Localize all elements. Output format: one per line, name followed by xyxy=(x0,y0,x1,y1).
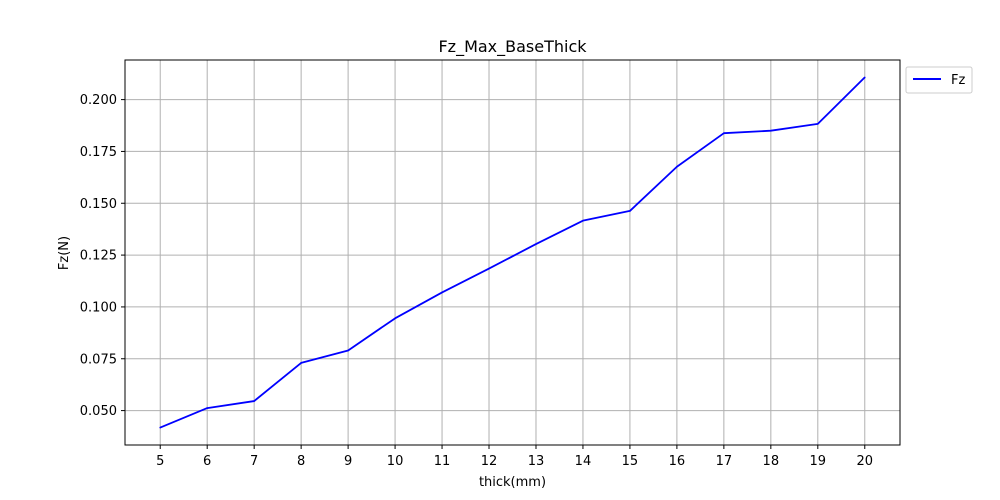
y-axis-label: Fz(N) xyxy=(57,236,72,270)
data-point xyxy=(347,349,349,352)
x-tick-label: 13 xyxy=(528,454,545,469)
plot-frame xyxy=(124,59,901,446)
data-point xyxy=(206,407,208,409)
data-point xyxy=(723,132,725,134)
y-tick-label: 0.175 xyxy=(80,145,117,160)
x-tick-label: 12 xyxy=(481,454,498,469)
x-tick-label: 19 xyxy=(810,454,827,469)
data-point xyxy=(488,267,490,270)
y-tick-label: 0.200 xyxy=(80,93,117,108)
data-point xyxy=(770,129,772,132)
data-point xyxy=(582,219,584,222)
y-tick-label: 0.075 xyxy=(80,352,117,367)
x-axis-ticks: 5 6 7 8 9 10 11 12 13 14 15 16 17 18 19 20 xyxy=(156,445,873,469)
x-tick-label: 16 xyxy=(669,454,686,469)
data-point xyxy=(441,291,443,294)
x-tick-label: 10 xyxy=(387,454,404,469)
x-tick-label: 15 xyxy=(622,454,639,469)
x-tick-label: 7 xyxy=(250,454,258,469)
legend: Fz xyxy=(905,66,973,94)
y-axis-ticks: 0.050 0.075 0.100 0.125 0.150 0.175 0.200 xyxy=(80,93,125,419)
series-layer xyxy=(159,76,866,429)
data-point xyxy=(535,243,537,245)
data-point xyxy=(629,210,631,212)
x-tick-label: 11 xyxy=(434,454,451,469)
data-point xyxy=(300,362,302,364)
chart-title: Fz_Max_BaseThick xyxy=(438,37,587,57)
data-point xyxy=(817,123,819,125)
series-line-fz xyxy=(159,76,866,429)
x-axis-label: thick(mm) xyxy=(479,475,546,490)
legend-label-fz: Fz xyxy=(951,73,965,88)
y-tick-label: 0.150 xyxy=(80,197,117,212)
x-tick-label: 20 xyxy=(856,454,873,469)
data-point xyxy=(394,317,396,320)
x-tick-label: 8 xyxy=(297,454,305,469)
y-tick-label: 0.050 xyxy=(80,404,117,419)
x-tick-label: 9 xyxy=(344,454,352,469)
grid xyxy=(125,60,900,445)
x-tick-label: 14 xyxy=(575,454,592,469)
x-tick-label: 17 xyxy=(716,454,733,469)
data-point xyxy=(863,76,866,79)
x-tick-label: 18 xyxy=(763,454,780,469)
y-tick-label: 0.100 xyxy=(80,300,117,315)
x-tick-label: 6 xyxy=(203,454,211,469)
data-point xyxy=(159,426,162,429)
data-point xyxy=(253,400,255,402)
data-point xyxy=(676,165,678,168)
x-tick-label: 5 xyxy=(156,454,164,469)
y-tick-label: 0.125 xyxy=(80,249,117,264)
